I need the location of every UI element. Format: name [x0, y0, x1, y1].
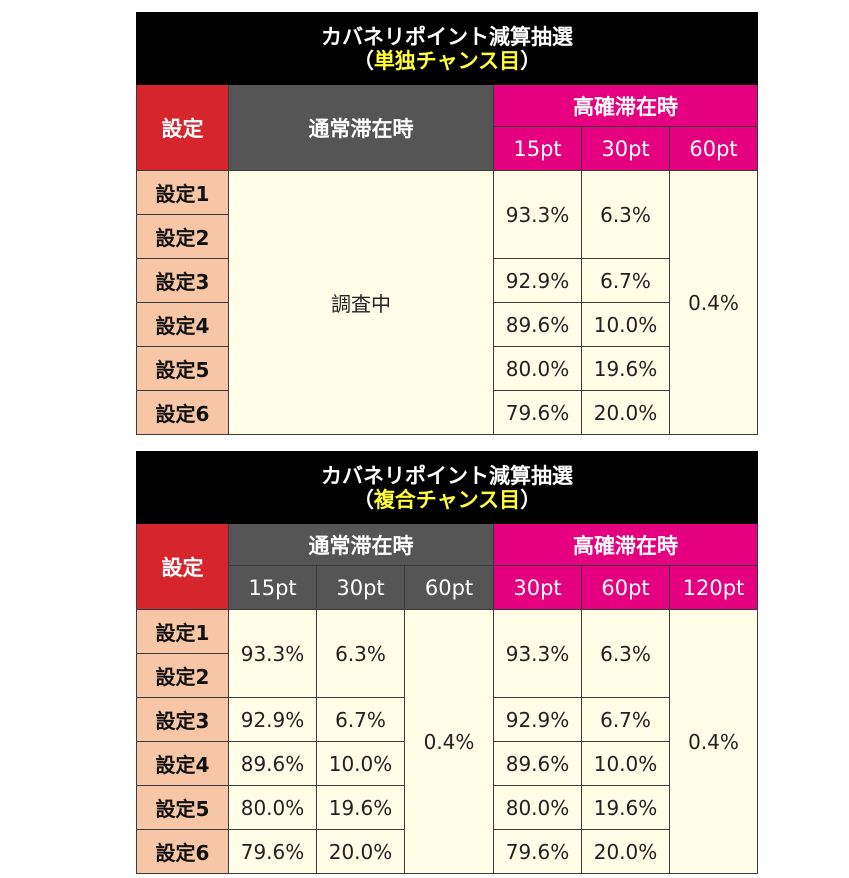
value-cell: 6.3%	[581, 609, 670, 698]
value-cell: 89.6%	[493, 302, 582, 347]
table-title: カバネリポイント減算抽選 （複合チャンス目）	[135, 451, 759, 524]
title-line: カバネリポイント減算抽選	[321, 463, 573, 488]
title-line: カバネリポイント減算抽選	[321, 24, 573, 49]
title-sub: 複合チャンス目	[373, 487, 521, 512]
value-cell: 92.9%	[493, 697, 582, 742]
setting-label: 設定3	[136, 258, 229, 303]
table-combined-chance: カバネリポイント減算抽選 （複合チャンス目） 設定 通常滞在時 高確滞在時 15…	[135, 451, 759, 874]
title-sub: 単独チャンス目	[373, 48, 521, 73]
header-normal-pt: 15pt	[228, 565, 317, 610]
value-cell: 92.9%	[228, 697, 317, 742]
setting-label: 設定1	[136, 609, 229, 654]
setting-label: 設定3	[136, 697, 229, 742]
header-high-pt: 30pt	[581, 126, 670, 171]
value-cell: 6.3%	[581, 170, 670, 259]
value-cell: 93.3%	[228, 609, 317, 698]
setting-label: 設定2	[136, 653, 229, 698]
setting-label: 設定5	[136, 785, 229, 830]
table-title: カバネリポイント減算抽選 （単独チャンス目）	[135, 12, 759, 85]
setting-label: 設定1	[136, 170, 229, 215]
value-cell: 89.6%	[228, 741, 317, 786]
header-setting: 設定	[136, 84, 229, 171]
value-cell: 92.9%	[493, 258, 582, 303]
header-high-pt: 30pt	[493, 565, 582, 610]
header-normal-stay: 通常滞在時	[228, 84, 494, 171]
value-cell: 89.6%	[493, 741, 582, 786]
normal-value: 調査中	[228, 170, 494, 435]
value-cell: 6.7%	[581, 258, 670, 303]
header-high-stay: 高確滞在時	[492, 84, 759, 127]
setting-label: 設定5	[136, 346, 229, 391]
value-cell: 6.7%	[316, 697, 405, 742]
value-cell: 10.0%	[581, 741, 670, 786]
title-sub-line: （単独チャンス目）	[352, 48, 542, 73]
header-setting: 設定	[136, 523, 229, 610]
header-high-stay: 高確滞在時	[492, 523, 759, 566]
setting-label: 設定6	[136, 829, 229, 874]
value-cell: 80.0%	[493, 346, 582, 391]
value-cell: 20.0%	[581, 390, 670, 435]
value-cell: 93.3%	[493, 609, 582, 698]
value-cell: 79.6%	[493, 390, 582, 435]
header-normal-pt: 30pt	[316, 565, 405, 610]
setting-label: 設定6	[136, 390, 229, 435]
value-cell: 79.6%	[493, 829, 582, 874]
value-cell: 19.6%	[581, 785, 670, 830]
value-cell: 20.0%	[581, 829, 670, 874]
value-cell: 10.0%	[581, 302, 670, 347]
header-high-pt: 60pt	[668, 126, 759, 171]
value-cell: 79.6%	[228, 829, 317, 874]
value-cell: 19.6%	[316, 785, 405, 830]
value-cell: 6.3%	[316, 609, 405, 698]
header-high-pt: 120pt	[668, 565, 759, 610]
header-normal-stay: 通常滞在時	[228, 523, 494, 566]
setting-label: 設定4	[136, 302, 229, 347]
header-high-pt: 60pt	[581, 565, 670, 610]
table-single-chance: カバネリポイント減算抽選 （単独チャンス目） 設定 通常滞在時 高確滞在時 15…	[135, 12, 759, 435]
value-cell: 0.4%	[404, 609, 494, 874]
setting-label: 設定2	[136, 214, 229, 259]
value-cell: 80.0%	[228, 785, 317, 830]
setting-label: 設定4	[136, 741, 229, 786]
value-cell: 0.4%	[668, 609, 759, 874]
title-sub-line: （複合チャンス目）	[352, 487, 542, 512]
value-cell: 20.0%	[316, 829, 405, 874]
header-normal-pt: 60pt	[404, 565, 494, 610]
value-cell: 93.3%	[493, 170, 582, 259]
value-cell: 0.4%	[668, 170, 759, 435]
header-high-pt: 15pt	[493, 126, 582, 171]
value-cell: 6.7%	[581, 697, 670, 742]
value-cell: 19.6%	[581, 346, 670, 391]
value-cell: 80.0%	[493, 785, 582, 830]
value-cell: 10.0%	[316, 741, 405, 786]
